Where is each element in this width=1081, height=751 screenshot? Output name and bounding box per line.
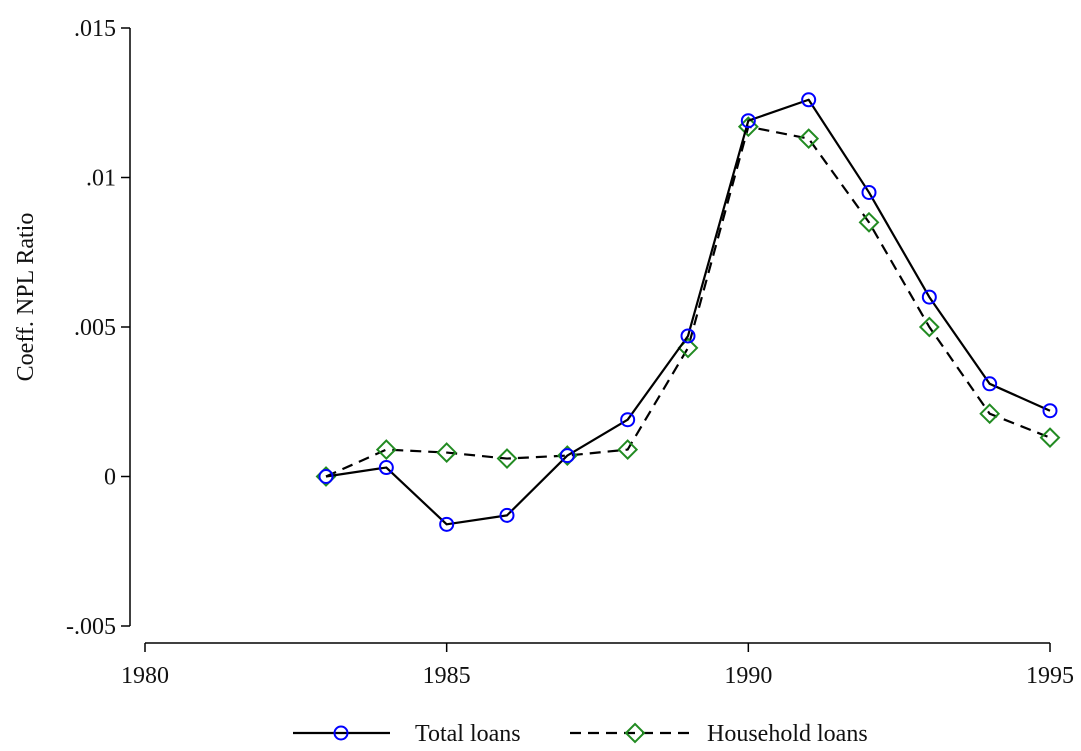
- y-tick-label: .01: [86, 166, 116, 192]
- data-point: [858, 211, 880, 233]
- series-layer: [315, 92, 1061, 532]
- series-line: [325, 125, 1051, 478]
- data-point: [436, 442, 458, 463]
- data-point: [861, 184, 877, 200]
- data-point: [318, 469, 334, 484]
- x-axis-ticks: 1980 1985 1990 1995: [121, 643, 1074, 689]
- data-point: [798, 128, 820, 150]
- data-point: [801, 92, 817, 108]
- data-point: [680, 328, 696, 344]
- x-tick-label: 1990: [724, 663, 772, 689]
- y-axis-ticks: -.005 0 .005 .01 .015: [66, 16, 130, 640]
- legend-marker-symbol: [624, 722, 646, 744]
- data-point: [918, 316, 940, 338]
- data-point: [496, 448, 518, 469]
- data-point: [375, 439, 397, 461]
- series-total-loans: [318, 92, 1058, 532]
- x-tick-label: 1985: [423, 663, 471, 689]
- legend-label-total-loans: Total loans: [415, 721, 521, 747]
- data-point: [378, 460, 394, 476]
- data-point: [1042, 403, 1058, 419]
- data-point: [979, 403, 1001, 425]
- legend-marker-symbol: [333, 725, 349, 741]
- legend-item-household-loans: Household loans: [570, 721, 868, 747]
- y-tick-label: .005: [74, 315, 116, 341]
- series-line: [325, 98, 1051, 526]
- data-point: [559, 448, 575, 464]
- x-tick-label: 1995: [1026, 663, 1074, 689]
- legend-marker-total-loans: [333, 725, 349, 741]
- data-point: [617, 439, 639, 461]
- y-axis-title: Coeff. NPL Ratio: [13, 213, 39, 382]
- data-point: [499, 507, 515, 523]
- axes: [129, 28, 1050, 644]
- legend-marker-household-loans: [624, 722, 646, 744]
- data-point: [620, 412, 636, 428]
- legend: Total loans Household loans: [293, 721, 868, 747]
- data-point: [740, 113, 756, 129]
- y-tick-label: .015: [74, 16, 116, 42]
- data-point: [439, 516, 455, 532]
- data-point: [982, 376, 998, 392]
- y-tick-label: 0: [104, 465, 116, 491]
- legend-item-total-loans: Total loans: [293, 721, 521, 747]
- data-point: [1039, 427, 1061, 449]
- legend-label-household-loans: Household loans: [707, 721, 868, 747]
- y-tick-label: -.005: [66, 614, 116, 640]
- series-household-loans: [315, 116, 1061, 487]
- x-tick-label: 1980: [121, 663, 169, 689]
- data-point: [921, 289, 937, 305]
